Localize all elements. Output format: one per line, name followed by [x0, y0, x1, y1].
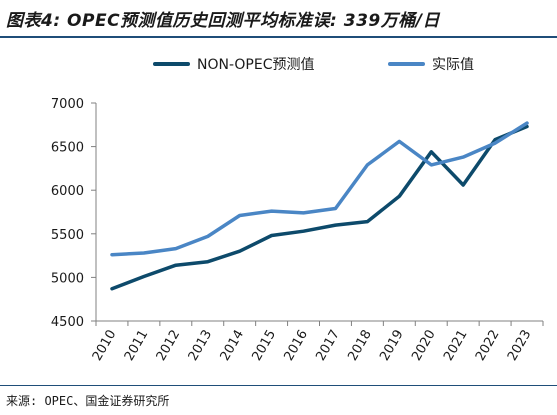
data-point-2: [302, 211, 305, 215]
data-point-1: [110, 287, 114, 290]
data-point-2: [174, 247, 178, 250]
data-point-2: [366, 163, 369, 167]
data-point-2: [493, 141, 497, 145]
data-point-1: [302, 229, 305, 233]
data-point-2: [334, 207, 337, 210]
series-line-1: [110, 124, 529, 291]
x-tick-label: 2011: [122, 328, 152, 364]
series-line-2: [110, 121, 529, 257]
axes: [91, 102, 544, 326]
data-point-1: [525, 125, 529, 128]
legend: NON-OPEC预测值 实际值: [153, 57, 474, 73]
data-point-1: [366, 220, 369, 223]
x-tick-label: 2013: [186, 328, 216, 364]
x-tick-label: 2015: [250, 328, 280, 364]
x-tick-label: 2020: [409, 328, 439, 364]
data-point-2: [110, 253, 114, 256]
data-point-2: [142, 251, 146, 255]
x-tick-label: 2023: [505, 328, 535, 364]
x-tick-label: 2021: [441, 328, 471, 364]
line-chart: NON-OPEC预测值 实际值 4500 5000 5500 6000 6500 7000 2…: [51, 57, 544, 364]
x-tick-label: 2010: [90, 328, 120, 364]
data-point-1: [206, 260, 209, 263]
data-point-2: [270, 209, 273, 213]
x-tick-label: 2014: [218, 328, 248, 364]
source-divider: [0, 385, 557, 386]
y-tick-label: 4500: [51, 315, 84, 330]
legend-label-2: 实际值: [432, 57, 474, 73]
x-tick-label: 2016: [281, 328, 311, 364]
data-point-1: [238, 250, 241, 253]
x-tick-label: 2022: [473, 328, 503, 364]
data-point-2: [461, 155, 465, 159]
data-point-2: [398, 140, 401, 143]
y-tick-label: 5000: [51, 271, 84, 286]
y-tick-label: 7000: [51, 97, 84, 112]
data-point-1: [334, 223, 337, 227]
y-tick-label: 6000: [51, 184, 84, 199]
data-point-1: [174, 263, 178, 267]
x-tick-label: 2019: [377, 328, 407, 364]
y-tick-label: 5500: [51, 228, 84, 243]
data-point-1: [398, 195, 401, 198]
source-note: 来源: OPEC、国金证券研究所: [6, 394, 170, 408]
title-divider: [0, 36, 557, 38]
data-point-1: [430, 150, 433, 154]
x-tick-label: 2012: [154, 328, 184, 364]
data-point-2: [238, 214, 241, 217]
data-point-1: [142, 275, 146, 278]
chart-title: 图表4: OPEC预测值历史回测平均标准误: 339万桶/日: [6, 11, 440, 31]
x-tick-label: 2017: [313, 328, 343, 364]
data-point-2: [206, 235, 209, 238]
series-lines: [110, 121, 529, 291]
data-point-2: [525, 121, 529, 125]
y-tick-label: 6500: [51, 141, 84, 156]
data-point-1: [270, 234, 273, 237]
legend-label-1: NON-OPEC预测值: [197, 57, 315, 73]
data-point-2: [430, 163, 433, 167]
data-point-1: [493, 138, 497, 141]
tick-labels: 4500 5000 5500 6000 6500 7000 2010 2011 2012 2013…: [51, 97, 535, 364]
x-tick-label: 2018: [345, 328, 375, 364]
data-point-1: [461, 183, 465, 187]
